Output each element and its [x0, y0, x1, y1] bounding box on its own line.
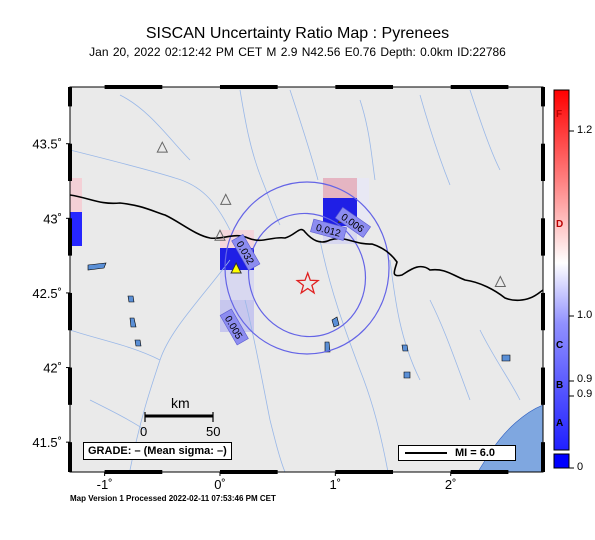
- colorbar-value-b1: 0.9: [577, 373, 593, 385]
- axis-labels: -1˚ 0˚ 1˚ 2˚ 41.5˚ 42˚ 42.5˚ 43˚ 43.5˚: [32, 137, 456, 492]
- scale-bar-tick-0: 0: [140, 424, 148, 439]
- scale-bar-tick-50: 50: [206, 424, 221, 439]
- lon-tick-label-1: 0˚: [214, 477, 226, 492]
- station-marker-1[interactable]: [219, 193, 232, 205]
- grade-box: GRADE: – (Mean sigma: –): [83, 442, 232, 460]
- colorbar-letter-d: D: [556, 219, 564, 230]
- event-details: Jan 20, 2022 02:12:42 PM CET M 2.9 N42.5…: [89, 45, 506, 59]
- lat-tick-label-4: 43.5˚: [32, 137, 62, 152]
- colorbar-letter-b: B: [556, 380, 564, 391]
- colorbar-value-zero: 0: [577, 461, 584, 473]
- lon-tick-label-2: 1˚: [330, 477, 342, 492]
- colorbar-value-top: 1.2: [577, 124, 593, 136]
- lat-tick-label-1: 42˚: [43, 361, 62, 376]
- colorbar-letter-c: C: [556, 340, 564, 351]
- epicenter-star: [295, 271, 320, 295]
- station-marker-2[interactable]: [214, 229, 226, 241]
- lon-tick-label-3: 2˚: [445, 477, 457, 492]
- lat-tick-label-2: 42.5˚: [32, 286, 62, 301]
- rivers: [70, 89, 521, 472]
- map-frame: [69, 86, 544, 473]
- lat-tick-label-3: 43˚: [43, 211, 62, 226]
- lat-tick-label-0: 41.5˚: [32, 435, 62, 450]
- map-title: SISCAN Uncertainty Ratio Map : Pyrenees: [145, 25, 450, 42]
- map-area: [70, 87, 543, 472]
- mi-legend-text: MI = 6.0: [455, 447, 496, 459]
- scale-bar: [144, 412, 214, 422]
- scale-bar-unit: km: [171, 395, 190, 411]
- station-marker-0[interactable]: [156, 141, 169, 153]
- colorbar-letter-a: A: [556, 418, 564, 429]
- station-marker-3[interactable]: [494, 275, 507, 287]
- colorbar: [553, 89, 574, 469]
- frame-scale-bars: [68, 85, 545, 474]
- colorbar-value-mid: 1.0: [577, 309, 593, 321]
- country-border: [70, 194, 543, 302]
- mi-legend: MI = 6.0: [398, 445, 516, 461]
- triggered-station-marker-0[interactable]: [230, 261, 242, 274]
- mi-legend-line: [405, 452, 447, 454]
- lakes: [87, 262, 511, 379]
- processing-footer: Map Version 1 Processed 2022-02-11 07:53…: [70, 494, 276, 503]
- lon-tick-label-0: -1˚: [97, 477, 113, 492]
- uncertainty-ellipses: [224, 181, 390, 355]
- colorbar-value-b2: 0.9: [577, 388, 593, 400]
- colorbar-letter-f: F: [556, 109, 563, 120]
